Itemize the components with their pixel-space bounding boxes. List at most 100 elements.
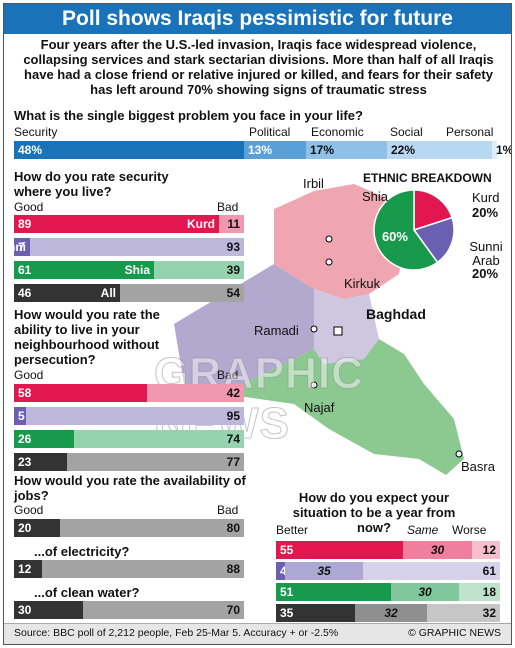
city-marker-icon [310, 381, 318, 389]
q2-good-value: 7 [18, 240, 25, 254]
q2-good-label: Good [14, 200, 44, 214]
map-north-region [274, 184, 404, 299]
ethnic-pie-chart: 60% [373, 189, 455, 271]
q3-row: 58 42 [14, 384, 244, 402]
q5-segment: 12 [472, 541, 500, 559]
map-west-region [174, 264, 314, 394]
q1-cat-social: Social [390, 125, 423, 139]
q2-row: 61 Shia 39 [14, 261, 244, 279]
q3-good-value: 58 [18, 386, 32, 400]
city-label-kirkuk: Kirkuk [344, 276, 381, 291]
q4-bad-bar: 70 [83, 601, 244, 619]
q4-bad-bar: 88 [42, 560, 244, 578]
q3-bad-bar: 77 [67, 453, 244, 471]
q4-good-value: 30 [18, 603, 32, 617]
q2-good-bar: 7Sunni [4, 238, 30, 256]
pie-label-sunni-arab: Sunni Arab [469, 239, 503, 268]
q5-value: 55 [280, 543, 294, 557]
map-south-region [224, 339, 464, 475]
pie-value-sunni-arab: 20% [472, 266, 499, 281]
q1-value-label: 17% [310, 143, 335, 157]
q2-category-label: Shia [124, 263, 150, 277]
q1-segment: 13% [244, 141, 306, 159]
q1-cat-personal: Personal [446, 125, 494, 139]
pie-value-kurd: 20% [472, 205, 499, 220]
q2-good-value: 89 [18, 217, 32, 231]
q3-good-value: 5 [18, 409, 25, 423]
iraq-map [174, 184, 464, 475]
q3-good-value: 26 [18, 432, 32, 446]
city-marker-icon [325, 235, 333, 243]
q4-water-label: ...of clean water? [34, 585, 140, 600]
q2-bad-bar: 11 [219, 215, 244, 233]
q2-bad-bar: 54 [120, 284, 244, 302]
city-label-najaf: Najaf [304, 400, 335, 415]
q4-good-bar: 20 [14, 519, 60, 537]
q1-stacked-bar: 48% 13% 17% 22% 1% [14, 141, 511, 159]
q5-value: 51 [280, 585, 294, 599]
q2-bad-value: 11 [227, 217, 240, 231]
map-center-region [314, 289, 379, 364]
q1-value-label: 13% [248, 143, 273, 157]
city-marker-icon [310, 325, 318, 333]
q3-bad-bar: 95 [26, 407, 244, 425]
q3-bad-label: Bad [217, 368, 239, 382]
footer-source: Source: BBC poll of 2,212 people, Feb 25… [14, 627, 339, 639]
city-label-basra: Basra [461, 459, 495, 474]
q1-value-label: 1% [496, 143, 512, 157]
q3-good-bar: 5 [14, 407, 26, 425]
q5-legend-same: Same [407, 523, 439, 537]
q1-segment: 48% [14, 141, 244, 159]
q3-bad-value: 74 [226, 432, 240, 446]
q4-good-value: 20 [18, 521, 32, 535]
q3-bad-bar: 42 [147, 384, 244, 402]
pie-value-shia: 60% [382, 229, 408, 244]
q5-segment: 4 [276, 562, 287, 580]
q5-value: 32 [384, 606, 398, 620]
pie-title: ETHNIC BREAKDOWN [363, 171, 492, 185]
footer: Source: BBC poll of 2,212 people, Feb 25… [4, 623, 511, 644]
q2-bad-label: Bad [217, 200, 239, 214]
q3-good-bar: 23 [14, 453, 67, 471]
q2-good-bar: 61 Shia [14, 261, 154, 279]
q5-segment: 35 [285, 562, 363, 580]
pie-slice-sunni-arab [412, 216, 455, 264]
q5-value: 12 [482, 543, 496, 557]
q3-good-bar: 26 [14, 430, 74, 448]
q1-cat-economic: Economic [311, 125, 364, 139]
q2-bad-bar: 39 [154, 261, 244, 279]
q2-title: How do you rate security where you live? [14, 169, 169, 199]
q4-bad-bar: 80 [60, 519, 244, 537]
pie-label-shia: Shia [362, 189, 389, 204]
q5-title: How do you expect your situation to be a… [292, 490, 456, 535]
pie-slice-shia [373, 189, 439, 271]
q4-bad-value: 70 [226, 603, 240, 617]
q4-good-value: 12 [18, 562, 32, 576]
q4-title: How would you rate the availability of j… [14, 473, 246, 503]
q3-row: 26 74 [14, 430, 244, 448]
q4-good-bar: 30 [14, 601, 83, 619]
q5-value: 35 [280, 606, 294, 620]
q2-category-label: Sunni [4, 240, 26, 254]
q4-bad-label: Bad [217, 503, 239, 517]
q5-segment: 61 [363, 562, 500, 580]
q1-value-label: 22% [391, 143, 416, 157]
q5-value: 30 [418, 585, 432, 599]
q2-bad-bar: 93 [30, 238, 244, 256]
q4-electricity-label: ...of electricity? [34, 544, 130, 559]
q3-bad-value: 95 [226, 409, 240, 423]
infographic: Poll shows Iraqis pessimistic for future… [3, 3, 512, 645]
q5-value: 61 [482, 564, 496, 578]
q3-bad-value: 42 [226, 386, 240, 400]
q5-segment: 30 [403, 541, 472, 559]
intro-text: Four years after the U.S.-led invasion, … [23, 37, 494, 97]
footer-credit: © GRAPHIC NEWS [408, 627, 501, 639]
q4-good-bar: 12 [14, 560, 42, 578]
q2-good-bar: 46 All [14, 284, 120, 302]
q5-value: 18 [482, 585, 496, 599]
q2-row: 89 Kurd 11 [14, 215, 244, 233]
q3-bad-value: 77 [226, 455, 240, 469]
city-marker-icon [325, 258, 333, 266]
q5-segment: 51 [276, 583, 391, 601]
q5-segment: 18 [459, 583, 500, 601]
